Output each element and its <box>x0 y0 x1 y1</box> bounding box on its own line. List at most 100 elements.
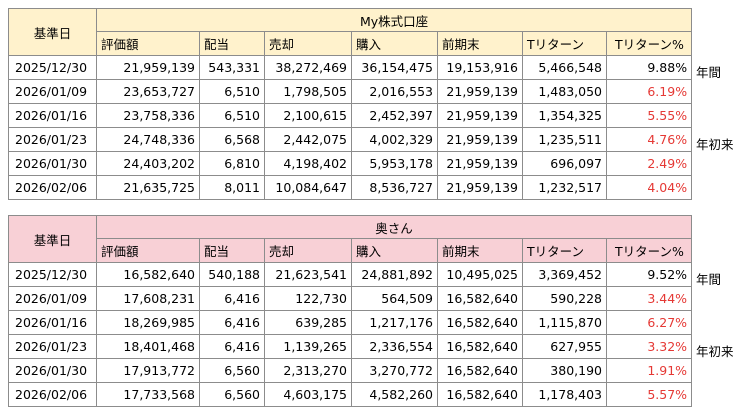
cell-valuation: 21,959,139 <box>96 55 200 80</box>
cell-sale: 10,084,647 <box>264 175 352 200</box>
cell-prior-end: 21,959,139 <box>437 175 523 200</box>
table-row: 2026/01/23 24,748,336 6,568 2,442,075 4,002,… <box>8 127 693 152</box>
cell-total-return: 1,235,511 <box>522 127 607 152</box>
col-header-total-return: Tリターン <box>522 238 607 263</box>
cell-sale: 38,272,469 <box>264 55 352 80</box>
cell-valuation: 24,403,202 <box>96 151 200 176</box>
col-header-valuation: 評価額 <box>96 31 200 56</box>
cell-total-return: 590,228 <box>522 286 607 311</box>
cell-valuation: 23,758,336 <box>96 103 200 128</box>
col-header-dividend: 配当 <box>199 238 265 263</box>
table-row: 2026/01/30 17,913,772 6,560 2,313,270 3,270,… <box>8 358 693 383</box>
row-date: 2025/12/30 <box>8 262 97 287</box>
cell-valuation: 17,913,772 <box>96 358 200 383</box>
cell-prior-end: 16,582,640 <box>437 382 523 407</box>
cell-total-return: 627,955 <box>522 334 607 359</box>
cell-valuation: 17,733,568 <box>96 382 200 407</box>
my-account-table: 基準日 My株式口座 評価額 配当 売却 購入 前期末 Tリターン Tリターン%… <box>8 8 693 200</box>
cell-total-return-pct: 2.49% <box>605 151 693 176</box>
table-row: 2025/12/30 16,582,640 540,188 21,623,541 24,… <box>8 262 693 287</box>
row-date: 2025/12/30 <box>8 55 97 80</box>
cell-total-return: 1,232,517 <box>522 175 607 200</box>
cell-valuation: 24,748,336 <box>96 127 200 152</box>
cell-total-return-pct: 3.44% <box>605 286 693 311</box>
row-date: 2026/01/16 <box>8 103 97 128</box>
table-row: 2026/01/23 18,401,468 6,416 1,139,265 2,336,… <box>8 334 693 359</box>
row-date: 2026/02/06 <box>8 382 97 407</box>
cell-purchase: 2,016,553 <box>351 79 438 104</box>
cell-sale: 2,313,270 <box>264 358 352 383</box>
cell-total-return-pct: 4.04% <box>605 175 693 200</box>
col-header-dividend: 配当 <box>199 31 265 56</box>
cell-total-return-pct: 5.57% <box>605 382 693 407</box>
table-title: 奥さん <box>95 215 693 239</box>
cell-total-return-pct: 6.19% <box>605 79 693 104</box>
cell-valuation: 16,582,640 <box>96 262 200 287</box>
period-label: 年初来 <box>696 344 734 359</box>
cell-dividend: 8,011 <box>199 175 265 200</box>
cell-purchase: 24,881,892 <box>351 262 438 287</box>
row-date: 2026/01/09 <box>8 286 97 311</box>
table-row: 2026/01/09 17,608,231 6,416 122,730 564,509 1… <box>8 286 693 311</box>
cell-sale: 1,139,265 <box>264 334 352 359</box>
table-row: 2025/12/30 21,959,139 543,331 38,272,469 36,… <box>8 55 693 80</box>
row-date: 2026/02/06 <box>8 175 97 200</box>
cell-dividend: 6,416 <box>199 310 265 335</box>
cell-prior-end: 21,959,139 <box>437 151 523 176</box>
cell-dividend: 6,568 <box>199 127 265 152</box>
col-header-purchase: 購入 <box>351 238 438 263</box>
table-title: My株式口座 <box>95 8 693 32</box>
cell-prior-end: 21,959,139 <box>437 79 523 104</box>
cell-prior-end: 16,582,640 <box>437 310 523 335</box>
cell-total-return-pct: 9.88% <box>605 55 693 80</box>
cell-total-return: 5,466,548 <box>522 55 607 80</box>
col-header-prior-end: 前期末 <box>437 31 523 56</box>
cell-dividend: 6,416 <box>199 334 265 359</box>
col-header-total-return-pct: Tリターン% <box>605 31 693 56</box>
row-date: 2026/01/23 <box>8 127 97 152</box>
cell-purchase: 4,002,329 <box>351 127 438 152</box>
row-date: 2026/01/30 <box>8 358 97 383</box>
cell-total-return: 696,097 <box>522 151 607 176</box>
table-row: 2026/01/16 23,758,336 6,510 2,100,615 2,452,… <box>8 103 693 128</box>
cell-dividend: 540,188 <box>199 262 265 287</box>
cell-total-return: 1,354,325 <box>522 103 607 128</box>
cell-purchase: 2,336,554 <box>351 334 438 359</box>
table-row: 2026/02/06 17,733,568 6,560 4,603,175 4,582,… <box>8 382 693 407</box>
cell-total-return: 1,115,870 <box>522 310 607 335</box>
cell-total-return: 380,190 <box>522 358 607 383</box>
cell-valuation: 18,269,985 <box>96 310 200 335</box>
cell-purchase: 2,452,397 <box>351 103 438 128</box>
col-header-sale: 売却 <box>264 31 352 56</box>
cell-total-return: 3,369,452 <box>522 262 607 287</box>
cell-dividend: 6,810 <box>199 151 265 176</box>
cell-sale: 2,100,615 <box>264 103 352 128</box>
cell-dividend: 6,416 <box>199 286 265 311</box>
col-header-total-return: Tリターン <box>522 31 607 56</box>
cell-purchase: 564,509 <box>351 286 438 311</box>
period-label: 年初来 <box>696 137 734 152</box>
cell-purchase: 8,536,727 <box>351 175 438 200</box>
corner-header: 基準日 <box>8 8 97 56</box>
corner-header: 基準日 <box>8 215 97 263</box>
cell-purchase: 5,953,178 <box>351 151 438 176</box>
cell-prior-end: 21,959,139 <box>437 103 523 128</box>
cell-valuation: 18,401,468 <box>96 334 200 359</box>
cell-prior-end: 19,153,916 <box>437 55 523 80</box>
cell-dividend: 6,560 <box>199 382 265 407</box>
period-label: 年間 <box>696 272 722 287</box>
cell-total-return-pct: 4.76% <box>605 127 693 152</box>
table-row: 2026/01/09 23,653,727 6,510 1,798,505 2,016,… <box>8 79 693 104</box>
cell-sale: 639,285 <box>264 310 352 335</box>
table-row: 2026/02/06 21,635,725 8,011 10,084,647 8,536… <box>8 175 693 200</box>
cell-total-return-pct: 3.32% <box>605 334 693 359</box>
cell-sale: 4,603,175 <box>264 382 352 407</box>
col-header-valuation: 評価額 <box>96 238 200 263</box>
cell-purchase: 4,582,260 <box>351 382 438 407</box>
cell-total-return-pct: 6.27% <box>605 310 693 335</box>
period-label: 年間 <box>696 65 722 80</box>
cell-prior-end: 10,495,025 <box>437 262 523 287</box>
cell-valuation: 21,635,725 <box>96 175 200 200</box>
cell-valuation: 23,653,727 <box>96 79 200 104</box>
cell-dividend: 6,510 <box>199 103 265 128</box>
